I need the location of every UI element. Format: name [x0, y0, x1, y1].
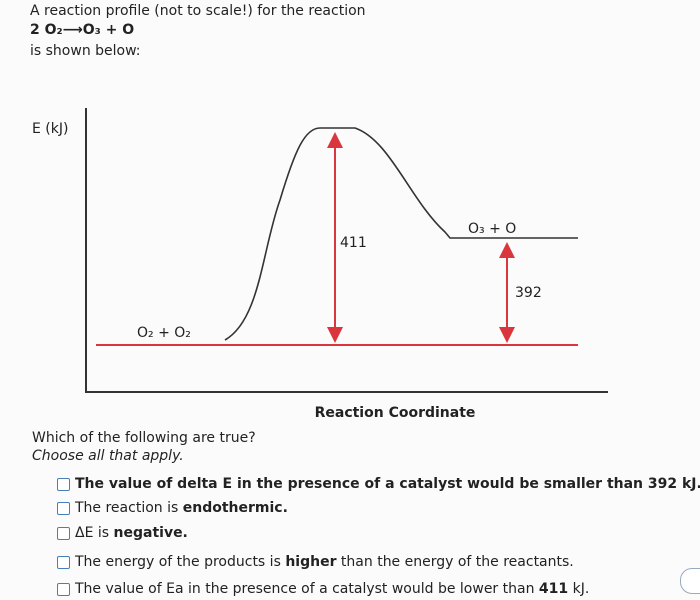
option-text: The energy of the products is — [75, 554, 286, 570]
option-text: The value of Ea in the presence of a cat… — [75, 581, 539, 597]
option-text: endothermic. — [182, 500, 288, 516]
option-text: The reaction is — [75, 500, 183, 516]
option: The value of delta E in the presence of … — [57, 476, 700, 492]
y-axis-label: E (kJ) — [32, 121, 68, 137]
option-text: kJ. — [568, 581, 590, 597]
option: The reaction is endothermic. — [57, 500, 288, 516]
option-text: The value of delta E in the presence of … — [75, 476, 700, 492]
reactants-label: O₂ + O₂ — [137, 325, 191, 341]
option-text: 411 — [538, 581, 569, 597]
reaction-diagram: E (kJ) O₂ + O₂ 411 O₃ + O 392 Reaction C… — [32, 108, 608, 421]
nav-button[interactable] — [680, 568, 700, 594]
checkbox[interactable] — [57, 477, 70, 491]
delta-label: 392 — [515, 285, 542, 301]
option-text: higher — [285, 554, 337, 570]
question-instruction: Choose all that apply. — [32, 448, 184, 464]
option: The value of Ea in the presence of a cat… — [57, 581, 589, 597]
x-axis-label: Reaction Coordinate — [315, 405, 476, 421]
checkbox[interactable] — [57, 501, 70, 515]
option-text: negative. — [113, 525, 188, 541]
option-text: ΔE is — [75, 525, 114, 541]
header-line: A reaction profile (not to scale!) for t… — [30, 3, 366, 19]
option-text: than the energy of the reactants. — [336, 554, 574, 570]
activation-label: 411 — [340, 235, 367, 251]
option: ΔE is negative. — [57, 525, 188, 541]
option: The energy of the products is higher tha… — [57, 554, 574, 570]
header-line: is shown below: — [30, 43, 141, 59]
checkbox[interactable] — [57, 555, 70, 569]
equation: 2 O₂⟶O₃ + O — [30, 22, 135, 38]
question-prompt: Which of the following are true? — [32, 430, 256, 446]
checkbox[interactable] — [57, 526, 70, 540]
products-label: O₃ + O — [468, 221, 516, 237]
checkbox[interactable] — [57, 582, 70, 596]
energy-curve — [224, 127, 578, 341]
